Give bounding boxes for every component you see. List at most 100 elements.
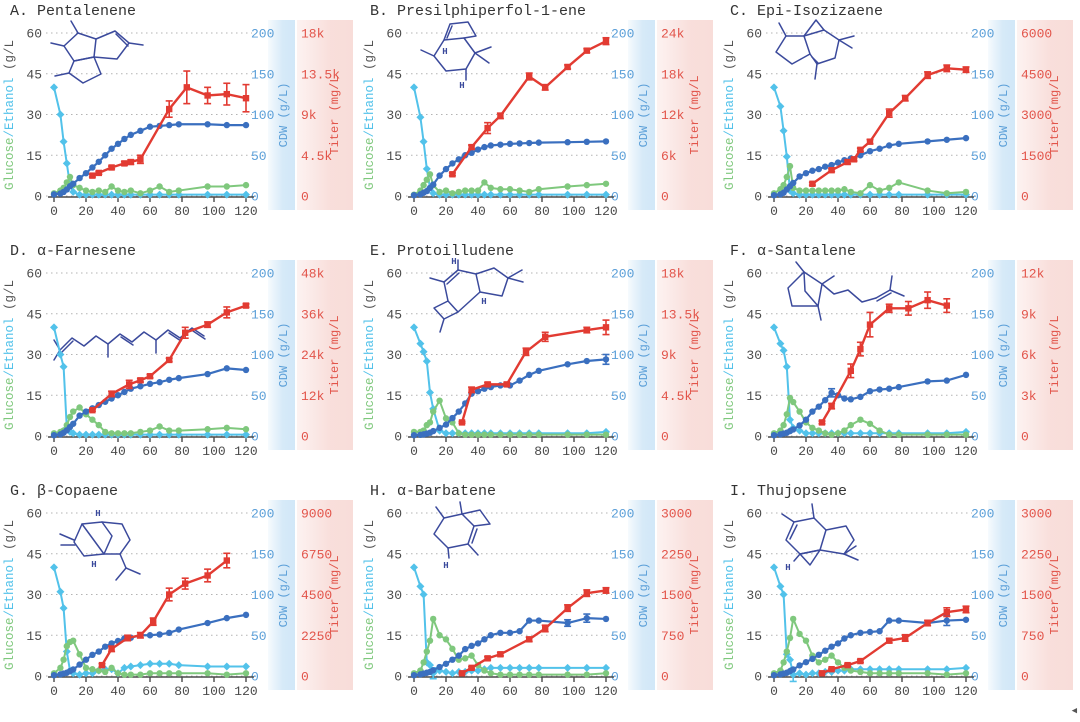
- titer-tick: 48k: [301, 267, 325, 282]
- left-tick: 30: [746, 108, 762, 123]
- cdw-tick: 0: [971, 430, 979, 445]
- cdw-tick: 200: [971, 27, 994, 42]
- x-tick: 40: [830, 204, 846, 219]
- cdw-tick: 200: [251, 507, 274, 522]
- titer-tick: 9k: [1021, 307, 1037, 322]
- left-tick: 0: [394, 430, 402, 445]
- titer-axis-label: Titer (mg/L: [688, 315, 702, 394]
- cdw-axis-label: CDW (g/L): [637, 83, 651, 148]
- titer-tick: 9000: [301, 507, 332, 522]
- x-tick: 80: [534, 684, 550, 699]
- left-tick: 30: [26, 348, 42, 363]
- structure-e-icon: HH: [429, 257, 524, 333]
- left-tick: 60: [26, 27, 42, 42]
- series: [448, 36, 610, 178]
- x-tick: 40: [110, 684, 126, 699]
- cdw-band: [268, 20, 295, 210]
- left-tick: 0: [754, 430, 762, 445]
- titer-tick: 0: [1021, 190, 1029, 205]
- titer-band: [1017, 20, 1073, 210]
- cdw-tick: 100: [971, 348, 994, 363]
- x-tick: 120: [594, 684, 617, 699]
- left-tick: 30: [386, 588, 402, 603]
- cdw-tick: 150: [971, 67, 994, 82]
- left-tick: 15: [386, 629, 402, 644]
- left-tick: 30: [746, 348, 762, 363]
- titer-band: [1017, 260, 1073, 450]
- left-tick: 0: [34, 670, 42, 685]
- x-tick: 0: [50, 204, 58, 219]
- cdw-tick: 150: [251, 307, 274, 322]
- titer-band: [297, 260, 353, 450]
- left-tick: 60: [26, 267, 42, 282]
- x-tick: 40: [110, 204, 126, 219]
- titer-tick: 750: [661, 629, 684, 644]
- x-tick: 20: [798, 204, 814, 219]
- structure-h-icon: H: [433, 501, 491, 571]
- x-tick: 120: [594, 204, 617, 219]
- left-tick: 60: [386, 507, 402, 522]
- series: [50, 611, 250, 679]
- left-axis-label: Glucose/Ethanol (g/L: [363, 40, 377, 190]
- titer-tick: 18k: [301, 27, 325, 42]
- x-tick: 80: [534, 444, 550, 459]
- structure-b-icon: HH: [420, 21, 492, 91]
- structure-i-icon: H: [781, 503, 859, 573]
- titer-tick: 2250: [1021, 547, 1052, 562]
- x-tick: 60: [502, 684, 518, 699]
- cdw-tick: 50: [611, 149, 627, 164]
- x-tick: 0: [770, 444, 778, 459]
- titer-axis-label: Titer (mg/L: [328, 555, 342, 634]
- left-tick: 15: [26, 389, 42, 404]
- panel-title: G. β-Copaene: [10, 483, 118, 500]
- cdw-band: [268, 260, 295, 450]
- series: [88, 302, 250, 414]
- titer-tick: 750: [1021, 629, 1044, 644]
- x-tick: 20: [798, 684, 814, 699]
- titer-tick: 4.5k: [661, 389, 692, 404]
- titer-tick: 0: [301, 190, 309, 205]
- titer-axis-label: Titer (mg/L: [1048, 315, 1062, 394]
- titer-tick: 0: [1021, 670, 1029, 685]
- titer-tick: 0: [301, 430, 309, 445]
- cdw-tick: 200: [971, 507, 994, 522]
- series: [808, 64, 970, 187]
- cdw-tick: 200: [611, 27, 634, 42]
- left-tick: 45: [386, 67, 402, 82]
- cdw-tick: 100: [611, 588, 634, 603]
- left-tick: 15: [746, 389, 762, 404]
- cdw-tick: 50: [971, 629, 987, 644]
- cdw-tick: 0: [251, 670, 259, 685]
- titer-tick: 13.5k: [301, 67, 340, 82]
- cdw-tick: 200: [251, 27, 274, 42]
- panel-title: A. Pentalenene: [10, 3, 136, 20]
- left-axis-label: Glucose/Ethanol (g/L: [3, 520, 17, 670]
- cdw-tick: 0: [251, 190, 259, 205]
- panel-A: A. Pentalenene 0 0 0 15 50 4.5k 30 100 9k 45 150 13.…: [0, 0, 360, 240]
- x-tick: 100: [202, 444, 225, 459]
- panel-E: E. Protoilludene 0 0 0 15 50 4.5k 30 100 9k 45 150 1…: [360, 240, 720, 480]
- x-tick: 0: [410, 684, 418, 699]
- series: [410, 171, 610, 198]
- panel-title: D. α-Farnesene: [10, 243, 136, 260]
- x-tick: 120: [234, 204, 257, 219]
- left-axis-label: Glucose/Ethanol (g/L: [3, 280, 17, 430]
- titer-axis-label: Titer (mg/L: [688, 75, 702, 154]
- cdw-band: [268, 500, 295, 690]
- cdw-tick: 0: [251, 430, 259, 445]
- cdw-tick: 50: [971, 389, 987, 404]
- left-tick: 45: [746, 307, 762, 322]
- x-tick: 80: [894, 444, 910, 459]
- x-tick: 20: [798, 444, 814, 459]
- series: [458, 586, 610, 677]
- left-tick: 60: [746, 27, 762, 42]
- cdw-axis-label: CDW (g/L): [277, 563, 291, 628]
- panel-I: I. Thujopsene 0 0 0 15 50 750 30 100 1500 45 150 225…: [720, 480, 1080, 722]
- cdw-tick: 50: [611, 389, 627, 404]
- titer-tick: 4500: [1021, 67, 1052, 82]
